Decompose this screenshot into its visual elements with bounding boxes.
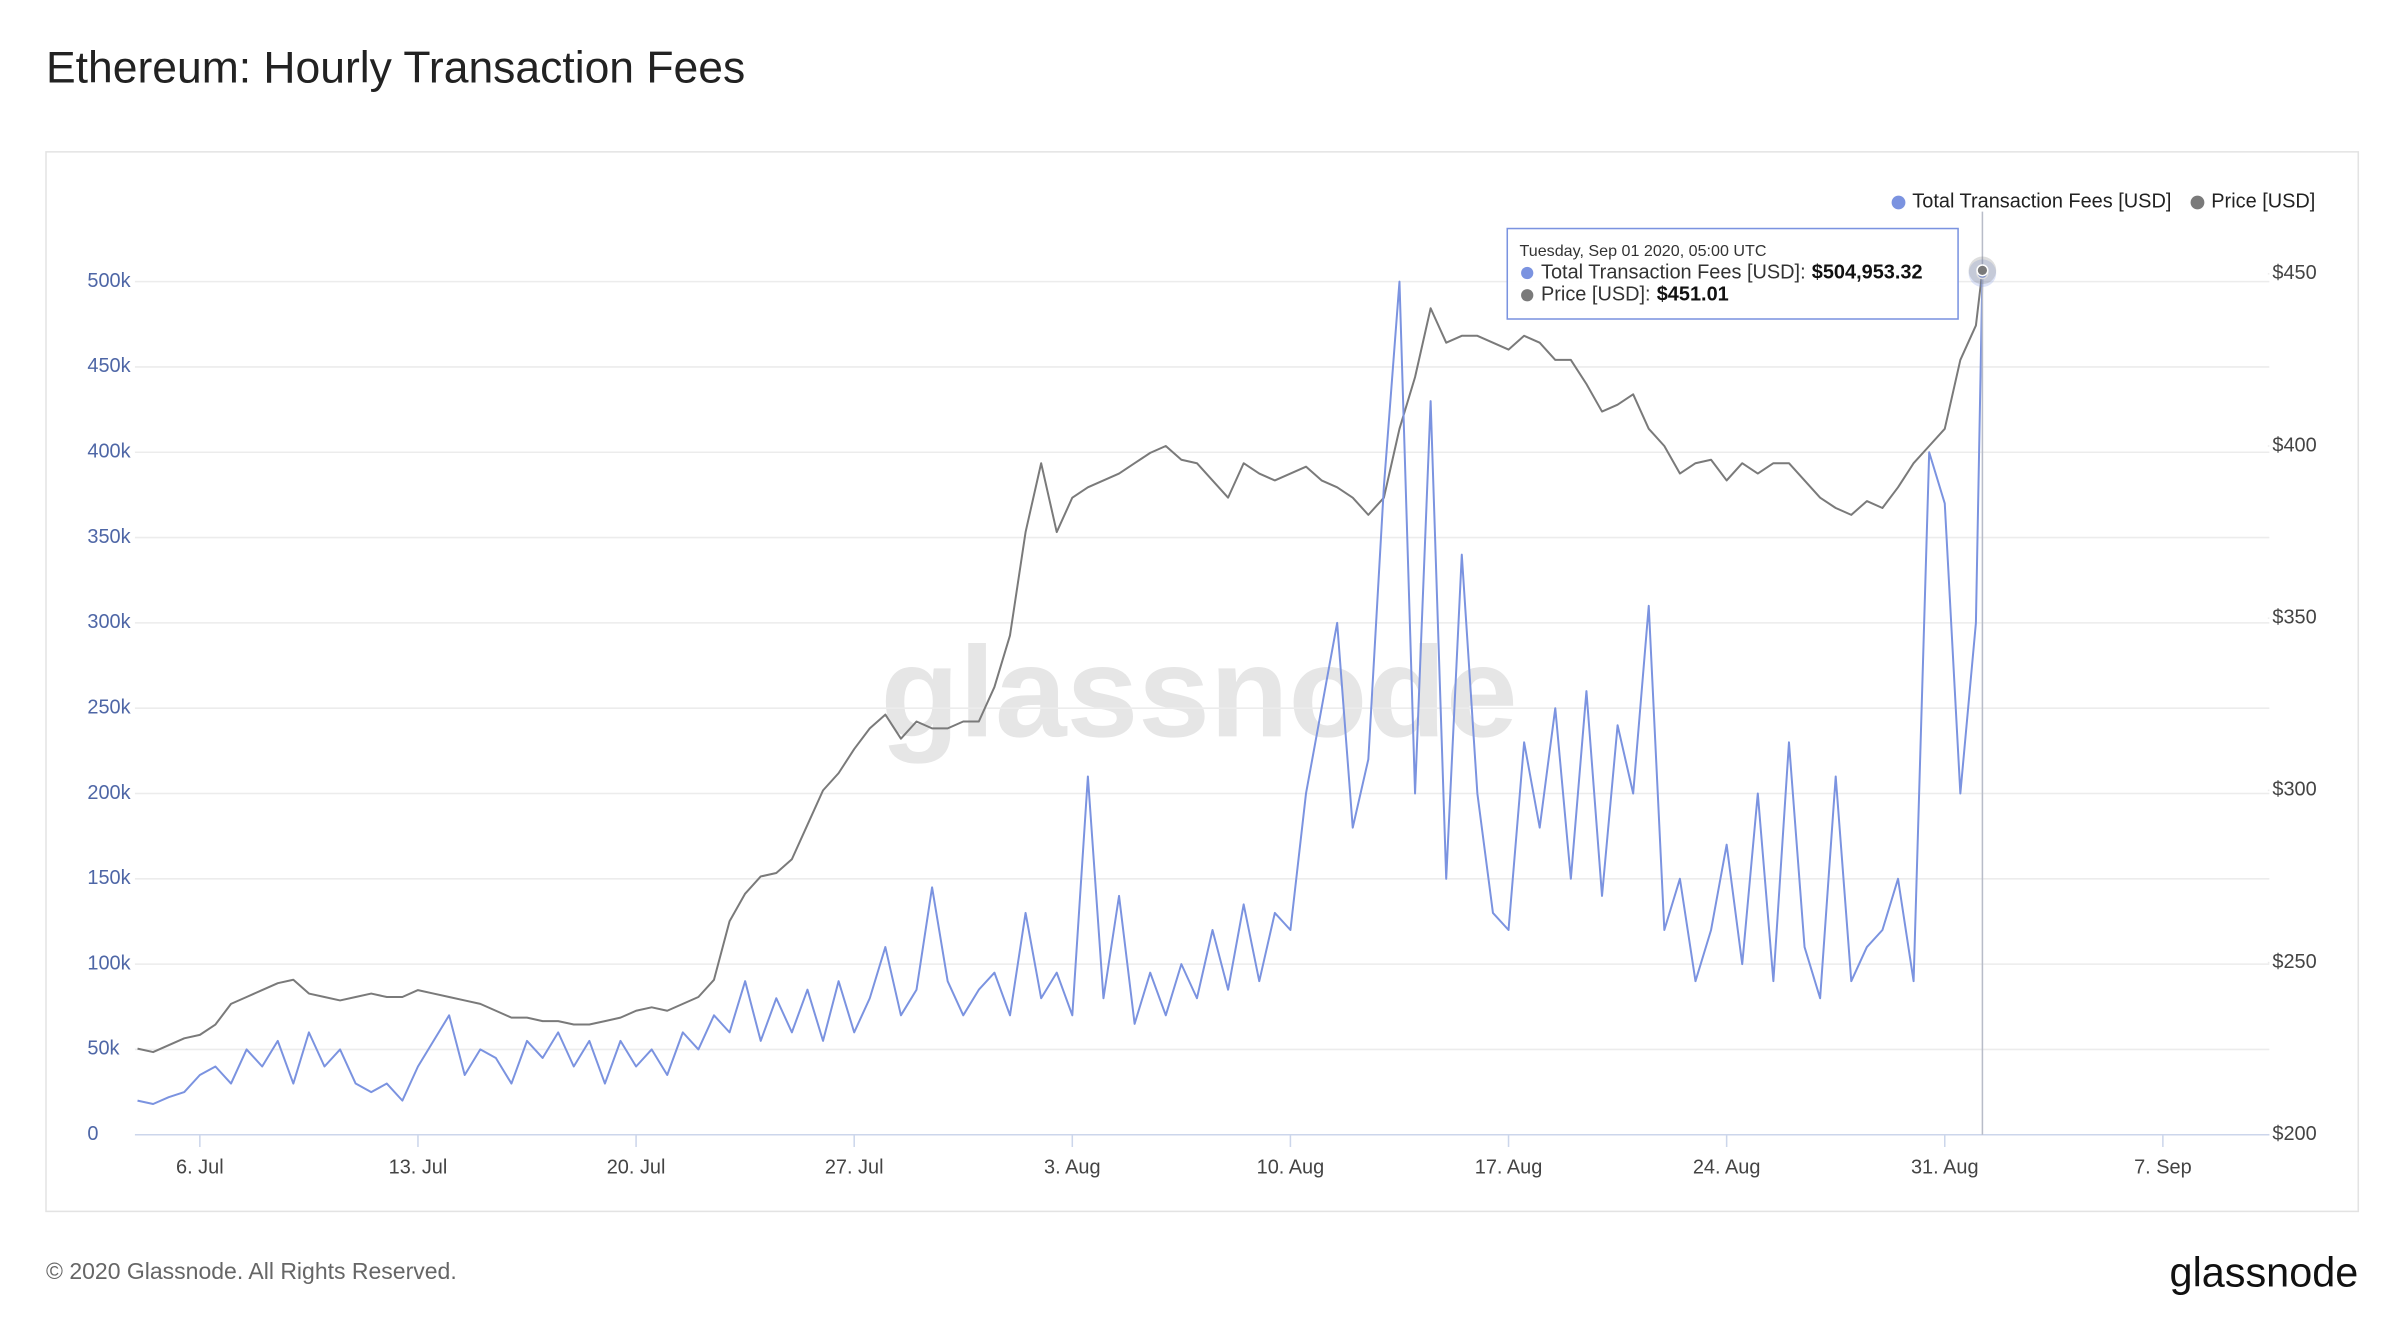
tooltip-value: $504,953.32 [1812, 261, 1923, 283]
y2-tick-label: $200 [2272, 1123, 2316, 1145]
y-tick-label: 500k [87, 270, 130, 292]
logo: glassnode [2170, 1250, 2359, 1296]
y-tick-label: 250k [87, 696, 130, 718]
y-tick-label: 100k [87, 952, 130, 974]
x-tick-label: 3. Aug [1044, 1157, 1101, 1179]
y-tick-label: 400k [87, 441, 130, 463]
legend-swatch [2190, 195, 2205, 210]
y2-tick-label: $300 [2272, 779, 2316, 801]
tooltip-title: Tuesday, Sep 01 2020, 05:00 UTC [1520, 242, 1767, 260]
x-tick-label: 7. Sep [2134, 1157, 2192, 1179]
y-tick-label: 0 [87, 1123, 98, 1145]
x-tick-label: 17. Aug [1475, 1157, 1543, 1179]
tooltip-swatch [1521, 266, 1534, 280]
legend-swatch [1891, 195, 1906, 210]
x-tick-label: 13. Jul [389, 1157, 448, 1179]
tooltip-value: $451.01 [1657, 283, 1729, 305]
x-tick-label: 27. Jul [825, 1157, 884, 1179]
y-tick-label: 300k [87, 611, 130, 633]
x-tick-label: 6. Jul [176, 1157, 224, 1179]
x-tick-label: 20. Jul [607, 1157, 666, 1179]
series-line [137, 270, 1984, 1054]
y-tick-label: 150k [87, 867, 130, 889]
y2-tick-label: $400 [2272, 434, 2316, 456]
tooltip [1506, 227, 1959, 320]
y-tick-label: 50k [87, 1038, 119, 1060]
y2-tick-label: $350 [2272, 606, 2316, 628]
x-tick-label: 24. Aug [1693, 1157, 1761, 1179]
tooltip-label: Total Transaction Fees [USD]: [1541, 261, 1806, 283]
chart-frame [45, 151, 2360, 1213]
y2-tick-label: $450 [2272, 262, 2316, 284]
legend-label[interactable]: Price [USD] [2211, 191, 2315, 213]
y-tick-label: 450k [87, 355, 130, 377]
footer: © 2020 Glassnode. All Rights Reserved. [46, 1258, 457, 1284]
legend-label[interactable]: Total Transaction Fees [USD] [1912, 191, 2171, 213]
hover-point [1976, 264, 1989, 277]
tooltip-swatch [1521, 289, 1534, 302]
y2-tick-label: $250 [2272, 951, 2316, 973]
chart-title: Ethereum: Hourly Transaction Fees [46, 43, 745, 92]
y-tick-label: 200k [87, 782, 130, 804]
y-tick-label: 350k [87, 526, 130, 548]
x-tick-label: 31. Aug [1911, 1157, 1979, 1179]
x-tick-label: 10. Aug [1257, 1157, 1325, 1179]
tooltip-label: Price [USD]: [1541, 283, 1651, 305]
series-line [137, 273, 1984, 1106]
